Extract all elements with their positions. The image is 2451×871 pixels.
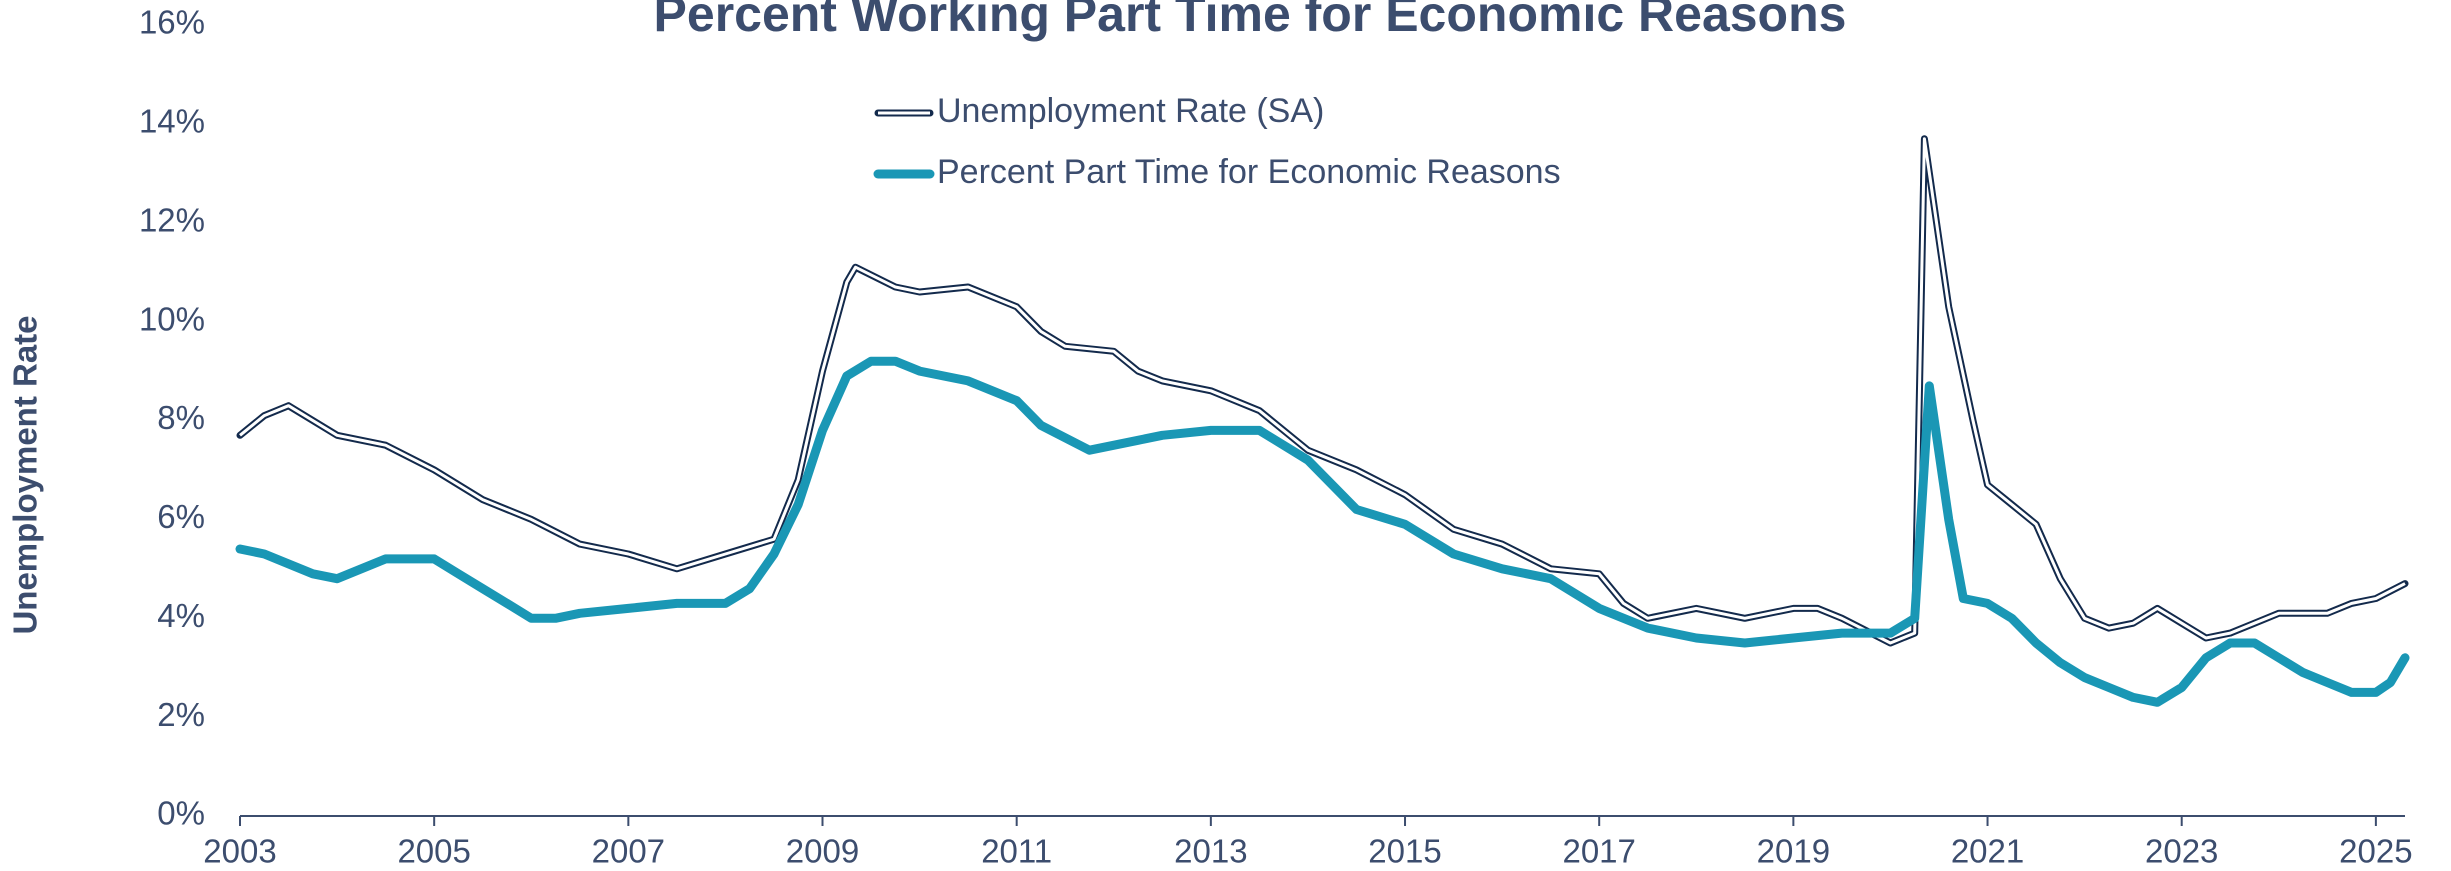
legend-label: Unemployment Rate (SA) xyxy=(937,92,1324,130)
x-tick-label: 2005 xyxy=(397,833,470,870)
x-tick-label: 2003 xyxy=(203,833,276,870)
y-tick-label: 14% xyxy=(139,103,205,140)
x-tick-label: 2009 xyxy=(786,833,859,870)
x-tick-label: 2021 xyxy=(1951,833,2024,870)
x-tick-label: 2019 xyxy=(1757,833,1830,870)
y-tick-label: 0% xyxy=(157,795,205,832)
x-tick-label: 2011 xyxy=(981,833,1052,870)
y-tick-label: 10% xyxy=(139,300,205,337)
x-tick-label: 2015 xyxy=(1368,833,1441,870)
series-line-inner xyxy=(239,137,2406,645)
chart-title: Percent Working Part Time for Economic R… xyxy=(654,0,1847,42)
y-axis-title: Unemployment Rate xyxy=(7,315,44,634)
y-tick-label: 2% xyxy=(157,696,205,733)
x-tick-label: 2023 xyxy=(2145,833,2218,870)
x-tick-label: 2017 xyxy=(1562,833,1635,870)
series-line xyxy=(236,135,2409,647)
x-tick-label: 2007 xyxy=(592,833,665,870)
y-tick-label: 8% xyxy=(157,399,205,436)
y-tick-label: 4% xyxy=(157,597,205,634)
x-tick-label: 2013 xyxy=(1174,833,1247,870)
legend-label: Percent Part Time for Economic Reasons xyxy=(937,153,1561,191)
x-tick-label: 2025 xyxy=(2339,833,2412,870)
y-tick-label: 6% xyxy=(157,498,205,535)
y-tick-label: 16% xyxy=(139,4,205,41)
y-tick-label: 12% xyxy=(139,201,205,238)
series-line xyxy=(235,356,2410,707)
